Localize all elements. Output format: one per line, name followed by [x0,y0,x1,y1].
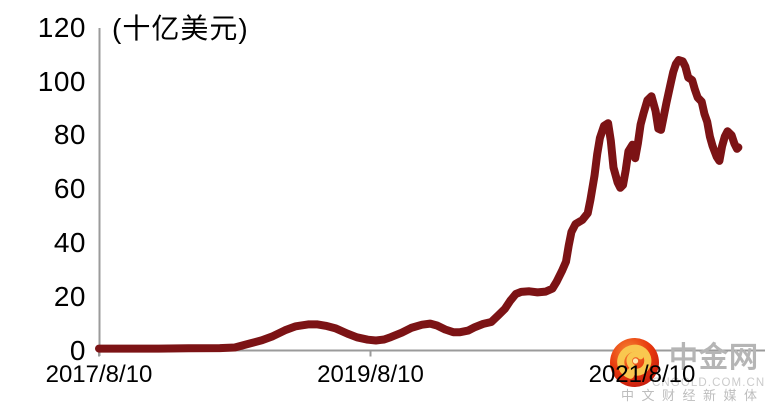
x-tick-label: 2021/8/10 [588,361,696,388]
y-tick-label: 20 [53,280,86,312]
watermark-domain-text: CNGOLD.COM.CN [652,377,765,389]
watermark-tagline-text: 中文财经新媒体 [621,388,765,403]
y-axis-unit-label: (十亿美元) [112,13,249,44]
y-tick-label: 80 [53,119,86,151]
y-tick-label: 60 [53,173,86,205]
x-tick-label: 2017/8/10 [45,361,153,388]
watermark-brand-text: 中金网 [669,342,760,374]
x-tick-label: 2019/8/10 [317,361,424,388]
y-tick-label: 120 [37,11,86,43]
cngold-logo-icon [610,338,659,387]
data-line-series [95,56,743,353]
y-tick-label: 100 [37,65,86,97]
y-tick-label: 40 [53,226,86,258]
y-tick-label: 0 [69,334,86,366]
